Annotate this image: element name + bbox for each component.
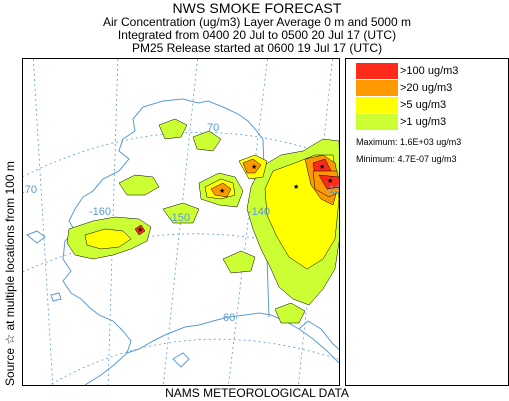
panhandle-coast: [298, 320, 339, 350]
plume-interior-gt1: [162, 202, 200, 224]
source-star-icon: ★: [251, 163, 257, 171]
legend-item-gt20: >20 ug/m3: [356, 80, 452, 96]
plume-mid-gt20: [210, 182, 232, 198]
source-side-label-container: Source ☆ at multiple locations from 100 …: [3, 161, 17, 386]
subtitle-concentration: Air Concentration (ug/m3) Layer Average …: [103, 15, 411, 29]
lon-label-130: -130: [325, 184, 340, 196]
legend-label-gt1: >1 ug/m3: [400, 116, 447, 128]
maximum-value: Maximum: 1.6E+03 ug/m3: [356, 137, 462, 147]
lat-60-line: [49, 338, 339, 385]
plume-south-gt1: [222, 250, 256, 274]
lat-65-line: [23, 233, 339, 273]
lon-label-170: -170: [23, 184, 37, 196]
plume-northwest-gt1: [118, 174, 160, 196]
plume-north-gt1: [158, 118, 188, 140]
source-star-icon: ★: [219, 187, 225, 195]
lon-160-line: [107, 59, 119, 385]
legend-item-gt1: >1 ug/m3: [356, 114, 446, 130]
minimum-value: Minimum: 4.7E-07 ug/m3: [356, 154, 457, 164]
south-coast: [126, 312, 339, 364]
nunivak-island: [50, 292, 62, 302]
chart-title: NWS SMOKE FORECAST: [172, 0, 342, 16]
plume-central-gt20: [242, 158, 262, 174]
lon-130-line: [298, 59, 333, 385]
kodiak-island: [172, 352, 190, 368]
lon-label-140: -140: [248, 206, 270, 218]
source-markers: ★ ★ ★ ★ ★ ★: [137, 163, 333, 234]
plume-north-gt1-b: [192, 130, 222, 152]
north-coast: [142, 98, 264, 140]
legend-label-gt100: >100 ug/m3: [400, 65, 459, 77]
subtitle-integration-period: Integrated from 0400 20 Jul to 0500 20 J…: [117, 28, 397, 42]
lat-label-70: 70: [207, 122, 219, 134]
source-star-icon: ★: [293, 183, 299, 191]
subtitle-release-start: PM25 Release started at 0600 19 Jul 17 (…: [131, 41, 383, 55]
legend-swatch-gt5: [356, 97, 398, 113]
smoke-map: ★ ★ ★ ★ ★ ★ -170 -160 -150 -140 -130 70 …: [23, 59, 340, 385]
smoke-plumes: [66, 118, 339, 324]
lon-label-160: -160: [89, 206, 111, 218]
footer-data-source: NAMS METEOROLOGICAL DATA: [165, 386, 349, 400]
legend-item-gt100: >100 ug/m3: [356, 63, 458, 79]
graticule-labels: -170 -160 -150 -140 -130 70 60: [23, 122, 340, 324]
coastline: [26, 98, 339, 385]
lon-170-line: [32, 59, 54, 385]
source-star-icon: ★: [327, 177, 333, 185]
legend-item-gt5: >5 ug/m3: [356, 97, 446, 113]
legend-label-gt20: >20 ug/m3: [400, 82, 453, 94]
legend-label-gt5: >5 ug/m3: [400, 99, 447, 111]
plume-east-gt100-b: [318, 174, 339, 190]
plume-west-gt5: [84, 228, 132, 250]
source-star-icon: ★: [137, 226, 143, 234]
plume-southeast-gt1: [274, 302, 306, 324]
legend-swatch-gt1: [356, 114, 398, 130]
legend-panel: >100 ug/m3 >20 ug/m3 >5 ug/m3 >1 ug/m3 M…: [345, 58, 509, 386]
lat-label-60: 60: [223, 312, 235, 324]
legend-swatch-gt20: [356, 80, 398, 96]
st-lawrence-island: [26, 230, 46, 244]
source-side-label: Source ☆ at multiple locations from 100 …: [3, 161, 17, 386]
plume-small-red: [134, 224, 146, 236]
west-coast: [62, 106, 144, 385]
source-star-icon: ★: [319, 163, 325, 171]
lon-label-150: -150: [168, 212, 190, 224]
map-panel: ★ ★ ★ ★ ★ ★ -170 -160 -150 -140 -130 70 …: [22, 58, 340, 386]
lon-140-line: [228, 59, 268, 385]
legend-swatch-gt100: [356, 63, 398, 79]
